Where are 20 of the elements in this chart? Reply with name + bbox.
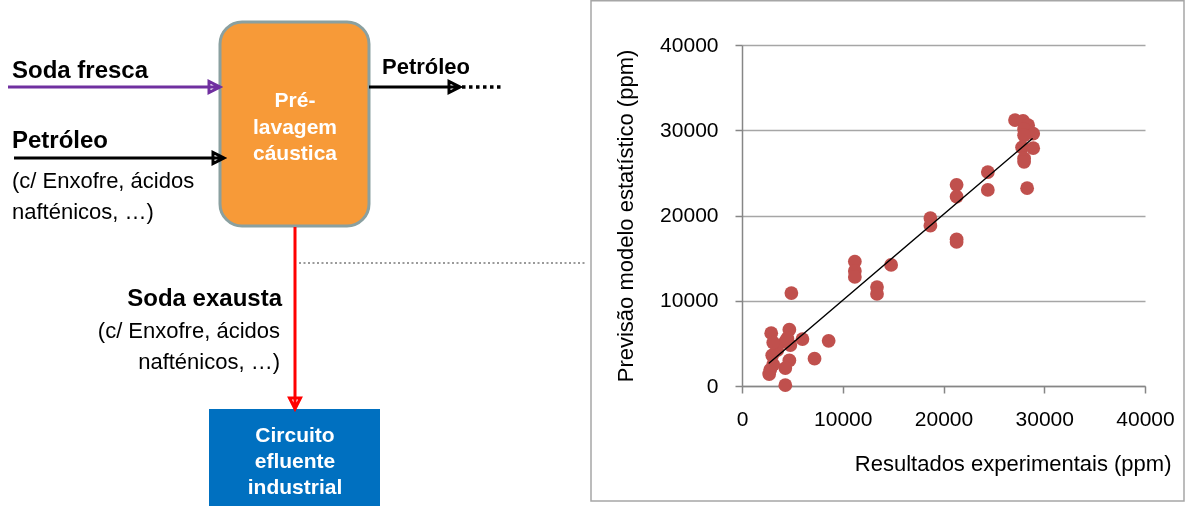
y-tick-label: 10000 — [660, 288, 719, 312]
text: Soda exausta — [127, 284, 283, 311]
y-tick-label: 0 — [706, 373, 719, 397]
text: (c/ Enxofre, ácidos nafténicos, …) — [97, 318, 280, 374]
x-tick-label: 30000 — [1015, 406, 1074, 430]
text: Pré- lavagem cáustica — [252, 88, 338, 164]
text: (c/ Enxofre, ácidos nafténicos, …) — [12, 168, 195, 224]
text: Circuito efluente industrial — [247, 423, 343, 498]
y-axis-title: Previsão modelo estatístico (ppm) — [613, 49, 639, 383]
x-tick-label: 40000 — [1116, 406, 1175, 430]
y-tick-label: 30000 — [660, 117, 719, 141]
y-tick-label: 20000 — [660, 203, 719, 226]
text: Petróleo — [12, 126, 109, 153]
text: Soda fresca — [12, 56, 149, 83]
y-tick-label: 40000 — [660, 32, 719, 56]
x-tick-label: 0 — [736, 406, 749, 430]
x-tick-label: 20000 — [914, 406, 974, 430]
x-tick-label: 10000 — [814, 406, 873, 430]
x-axis-title: Resultados experimentais (ppm) — [854, 450, 1172, 476]
text: Petróleo — [382, 54, 471, 79]
